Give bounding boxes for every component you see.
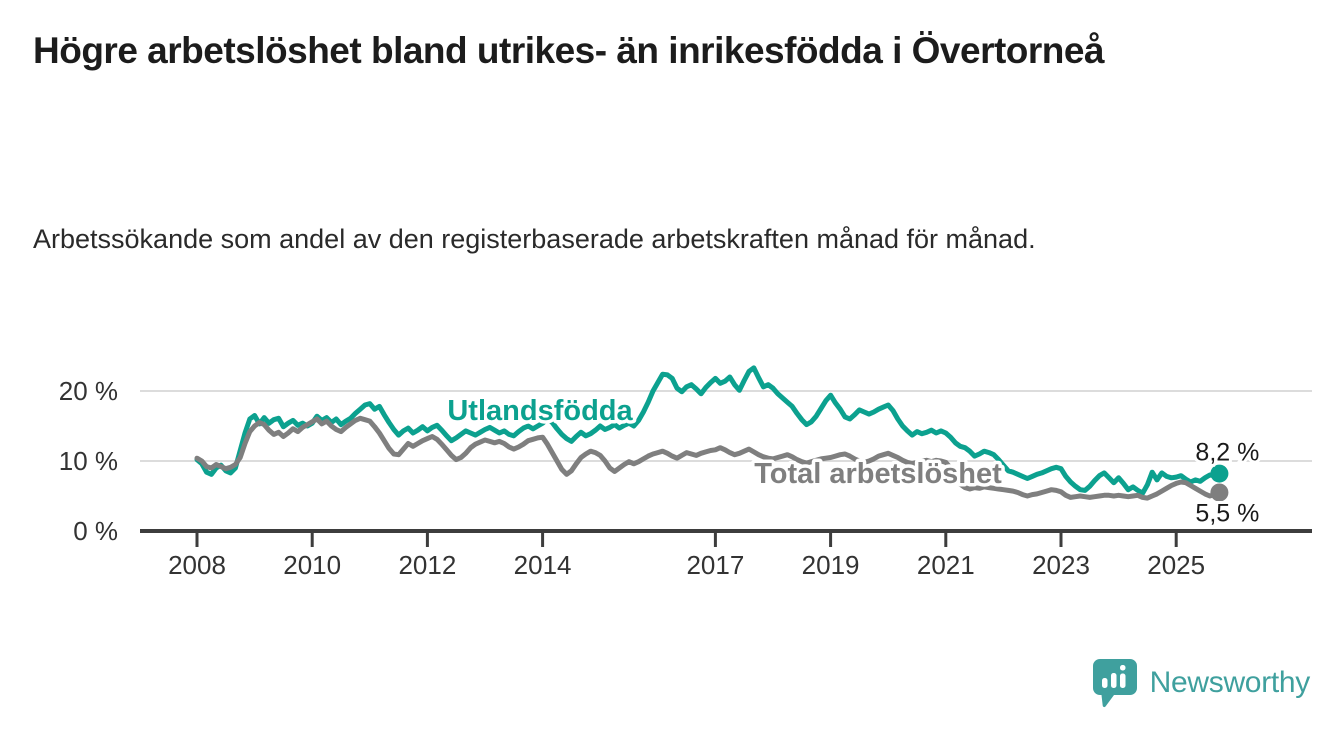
series-end-dot [1210,464,1229,483]
x-tick-label: 2023 [1032,550,1090,580]
chart-subtitle: Arbetssökande som andel av den registerb… [33,224,1036,254]
x-tick-label: 2025 [1147,550,1205,580]
series-line-utlandsfodda [194,365,1222,496]
page-title: Högre arbetslöshet bland utrikes- än inr… [33,30,1105,71]
x-tick-label: 2008 [168,550,226,580]
series-name-label: Total arbetslöshet [754,458,1002,490]
y-tick-label: 20 % [59,376,118,406]
series-line-total [194,415,1222,501]
brand-name: Newsworthy [1149,666,1311,699]
x-tick-label: 2021 [917,550,975,580]
newsworthy-bubble-icon [1092,659,1137,708]
y-tick-label: 10 % [59,446,118,476]
brand-logo: Newsworthy [1092,658,1310,708]
x-tick-label: 2010 [283,550,341,580]
x-tick-label: 2012 [398,550,456,580]
x-tick-label: 2017 [686,550,744,580]
series-name-label: Utlandsfödda [447,395,633,427]
series-end-dot [1210,483,1229,502]
x-tick-label: 2019 [802,550,860,580]
x-tick-label: 2014 [514,550,572,580]
series-end-value-label: 8,2 % [1195,439,1259,467]
series-end-value-label: 5,5 % [1195,500,1259,528]
y-tick-label: 0 % [73,516,118,546]
